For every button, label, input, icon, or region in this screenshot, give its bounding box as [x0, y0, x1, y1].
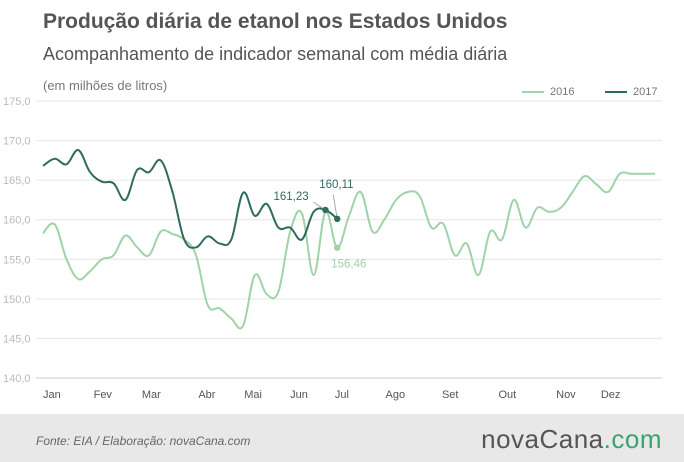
series-line-2016 [42, 171, 655, 330]
x-tick-label: Ago [385, 389, 405, 401]
y-tick-label: 165,0 [3, 175, 31, 187]
source-note: Fonte: EIA / Elaboração: novaCana.com [36, 434, 251, 448]
legend-swatch-2017 [605, 91, 627, 93]
line-chart: 140,0 145,0 150,0 155,0 160,0 165,0 170,0 175,0… [3, 96, 662, 401]
unit-label: (em milhões de litros) [43, 78, 168, 93]
chart-subtitle: Acompanhamento de indicador semanal com … [43, 44, 508, 64]
brand-domain: .com [603, 424, 662, 454]
x-tick-label: Jul [335, 389, 349, 401]
y-tick-label: 145,0 [3, 333, 31, 345]
legend-swatch-2016 [522, 91, 544, 93]
annotation-leader [332, 194, 338, 219]
x-tick-label: Abr [198, 389, 215, 401]
legend-label-2016: 2016 [550, 86, 575, 98]
data-label: 160,11 [319, 179, 353, 191]
x-tick-label: Set [442, 389, 459, 401]
legend-item-2016: 2016 [522, 86, 574, 98]
y-tick-label: 140,0 [3, 373, 31, 385]
annotation-marker [334, 244, 341, 251]
x-tick-label: Nov [556, 389, 576, 401]
x-tick-label: Out [498, 389, 516, 401]
brand-name: novaCana [481, 424, 604, 454]
x-tick-label: Mai [244, 389, 262, 401]
series-line-2017 [42, 149, 338, 249]
y-tick-label: 175,0 [3, 96, 31, 108]
data-label: 161,23 [273, 191, 308, 203]
y-tick-label: 155,0 [3, 254, 31, 266]
y-tick-label: 150,0 [3, 294, 31, 306]
x-tick-label: Fev [94, 389, 113, 401]
annotation-marker [334, 215, 341, 223]
chart-title: Produção diária de etanol nos Estados Un… [43, 10, 508, 33]
x-tick-label: Jan [43, 389, 61, 401]
annotation-marker [322, 206, 329, 214]
legend-item-2017: 2017 [605, 86, 657, 98]
y-tick-label: 170,0 [3, 136, 31, 148]
footer: Fonte: EIA / Elaboração: novaCana.com no… [0, 414, 684, 462]
x-tick-label: Dez [601, 389, 621, 401]
chart-card [0, 0, 684, 414]
x-tick-label: Jun [290, 389, 308, 401]
legend-label-2017: 2017 [633, 86, 658, 98]
data-label: 156,46 [331, 259, 366, 271]
brand-logo: novaCana.com [481, 424, 662, 455]
y-tick-label: 160,0 [3, 215, 31, 227]
x-tick-label: Mar [142, 389, 161, 401]
